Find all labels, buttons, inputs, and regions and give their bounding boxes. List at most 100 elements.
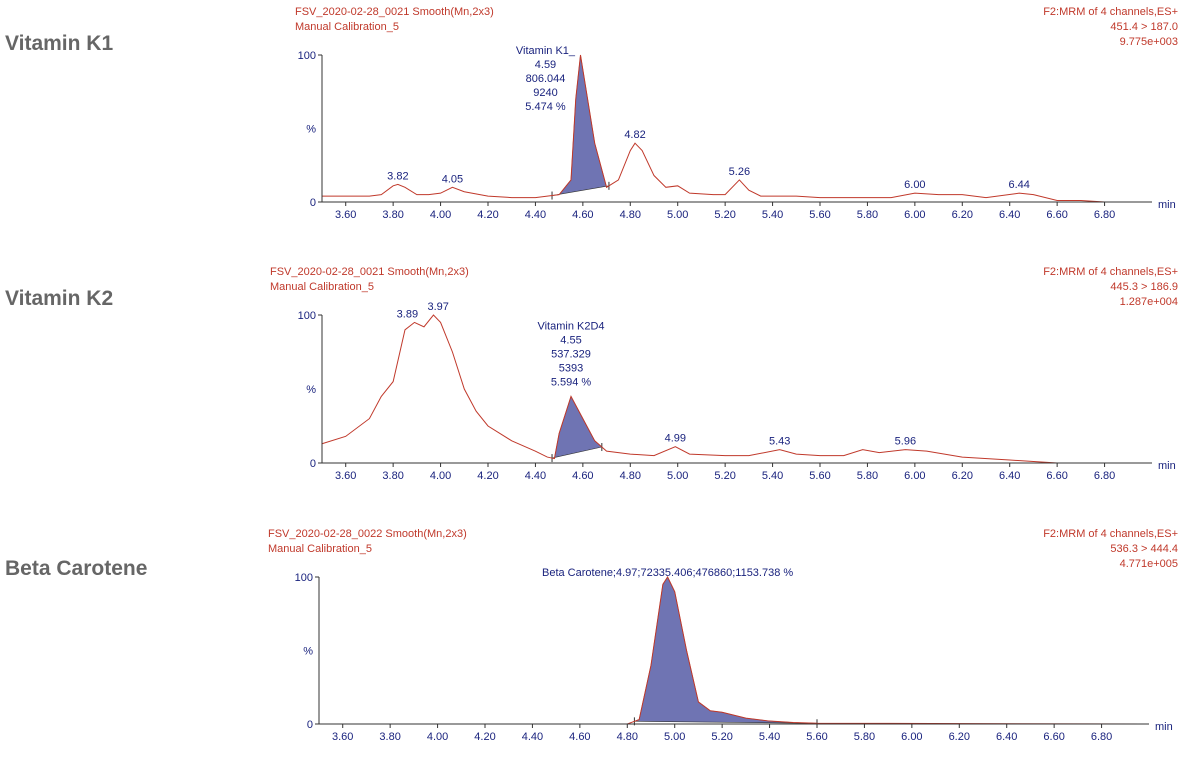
peak-annotation: 5.26 xyxy=(729,166,750,178)
x-tick-label: 6.00 xyxy=(904,209,925,221)
x-tick-label: 6.20 xyxy=(952,209,973,221)
peak-label: Beta Carotene;4.97;72335.406;476860;1153… xyxy=(542,567,793,579)
x-tick-label: 5.80 xyxy=(854,731,875,743)
x-tick-label: 4.20 xyxy=(477,209,498,221)
x-tick-label: 4.80 xyxy=(617,731,638,743)
x-tick-label: 4.80 xyxy=(620,470,641,482)
compound-label: Beta Carotene xyxy=(5,557,147,580)
x-tick-label: 6.80 xyxy=(1094,209,1115,221)
header-left: FSV_2020-02-28_0022 Smooth(Mn,2x3) xyxy=(268,528,467,540)
header-right: F2:MRM of 4 channels,ES+ xyxy=(1043,6,1178,18)
header-left: FSV_2020-02-28_0021 Smooth(Mn,2x3) xyxy=(295,6,494,18)
header-right: F2:MRM of 4 channels,ES+ xyxy=(1043,528,1178,540)
x-tick-label: 4.60 xyxy=(572,470,593,482)
peak-area xyxy=(634,576,818,724)
peak-annotation: 5.96 xyxy=(895,436,916,448)
x-tick-label: 5.60 xyxy=(806,731,827,743)
header-right: 1.287e+004 xyxy=(1120,296,1178,308)
peak-area xyxy=(551,395,603,459)
y-unit: % xyxy=(306,384,316,396)
x-tick-label: 4.60 xyxy=(572,209,593,221)
x-unit: min xyxy=(1155,721,1173,733)
x-tick-label: 6.60 xyxy=(1046,470,1067,482)
header-left: FSV_2020-02-28_0021 Smooth(Mn,2x3) xyxy=(270,266,469,278)
y-tick-label: 100 xyxy=(298,50,316,62)
x-tick-label: 4.40 xyxy=(522,731,543,743)
x-tick-label: 4.20 xyxy=(477,470,498,482)
peak-label: 537.329 xyxy=(551,348,591,360)
x-tick-label: 3.60 xyxy=(335,209,356,221)
x-unit: min xyxy=(1158,460,1176,472)
x-tick-label: 5.60 xyxy=(809,470,830,482)
x-tick-label: 6.40 xyxy=(999,209,1020,221)
x-tick-label: 4.20 xyxy=(474,731,495,743)
header-left: Manual Calibration_5 xyxy=(270,281,374,293)
x-tick-label: 3.80 xyxy=(379,731,400,743)
peak-label: 5.474 % xyxy=(525,101,566,113)
x-tick-label: 3.80 xyxy=(382,209,403,221)
x-tick-label: 6.20 xyxy=(949,731,970,743)
header-right: F2:MRM of 4 channels,ES+ xyxy=(1043,266,1178,278)
trace xyxy=(321,314,1152,464)
x-tick-label: 5.60 xyxy=(809,209,830,221)
x-tick-label: 5.40 xyxy=(762,209,783,221)
x-tick-label: 4.00 xyxy=(430,470,451,482)
x-tick-label: 4.00 xyxy=(430,209,451,221)
peak-annotation: 4.05 xyxy=(442,173,463,185)
compound-label: Vitamin K1 xyxy=(5,32,113,55)
x-tick-label: 5.20 xyxy=(714,209,735,221)
trace xyxy=(319,575,1150,725)
peak-label: 9240 xyxy=(533,87,557,99)
peak-label: 5.594 % xyxy=(551,376,592,388)
peak-label: 806.044 xyxy=(526,73,566,85)
y-tick-label: 0 xyxy=(310,197,316,209)
x-tick-label: 5.80 xyxy=(857,470,878,482)
x-tick-label: 5.40 xyxy=(762,470,783,482)
trace xyxy=(322,54,1152,203)
peak-label: 5393 xyxy=(559,362,583,374)
x-tick-label: 4.80 xyxy=(620,209,641,221)
peak-label: 4.59 xyxy=(535,59,556,71)
x-tick-label: 5.00 xyxy=(667,209,688,221)
peak-annotation: 3.82 xyxy=(387,170,408,182)
x-tick-label: 5.40 xyxy=(759,731,780,743)
x-tick-label: 3.80 xyxy=(382,470,403,482)
peak-annotation: 3.97 xyxy=(427,301,448,313)
header-right: 445.3 > 186.9 xyxy=(1110,281,1178,293)
x-tick-label: 6.60 xyxy=(1043,731,1064,743)
y-unit: % xyxy=(303,646,313,658)
peak-annotation: 5.43 xyxy=(769,436,790,448)
x-tick-label: 6.00 xyxy=(904,470,925,482)
y-unit: % xyxy=(306,124,316,136)
peak-annotation: 4.99 xyxy=(665,433,686,445)
x-tick-label: 6.40 xyxy=(996,731,1017,743)
x-tick-label: 6.00 xyxy=(901,731,922,743)
x-tick-label: 6.40 xyxy=(999,470,1020,482)
peak-annotation: 4.82 xyxy=(624,129,645,141)
x-tick-label: 4.40 xyxy=(525,209,546,221)
x-tick-label: 3.60 xyxy=(332,731,353,743)
x-tick-label: 5.00 xyxy=(664,731,685,743)
y-tick-label: 0 xyxy=(310,458,316,470)
x-tick-label: 5.80 xyxy=(857,209,878,221)
x-tick-label: 5.20 xyxy=(711,731,732,743)
x-tick-label: 5.00 xyxy=(667,470,688,482)
x-unit: min xyxy=(1158,199,1176,211)
x-tick-label: 4.60 xyxy=(569,731,590,743)
peak-annotation: 3.89 xyxy=(397,308,418,320)
y-tick-label: 100 xyxy=(298,310,316,322)
x-tick-label: 6.20 xyxy=(952,470,973,482)
header-right: 451.4 > 187.0 xyxy=(1110,21,1178,33)
peak-label: Vitamin K1_ xyxy=(516,45,576,57)
peak-label: 4.55 xyxy=(560,334,581,346)
header-right: 536.3 > 444.4 xyxy=(1110,543,1178,555)
x-tick-label: 4.40 xyxy=(525,470,546,482)
x-tick-label: 3.60 xyxy=(335,470,356,482)
y-tick-label: 100 xyxy=(295,572,313,584)
x-tick-label: 6.60 xyxy=(1046,209,1067,221)
peak-label: Vitamin K2D4 xyxy=(537,320,604,332)
y-tick-label: 0 xyxy=(307,719,313,731)
x-tick-label: 6.80 xyxy=(1094,470,1115,482)
peak-annotation: 6.00 xyxy=(904,179,925,191)
